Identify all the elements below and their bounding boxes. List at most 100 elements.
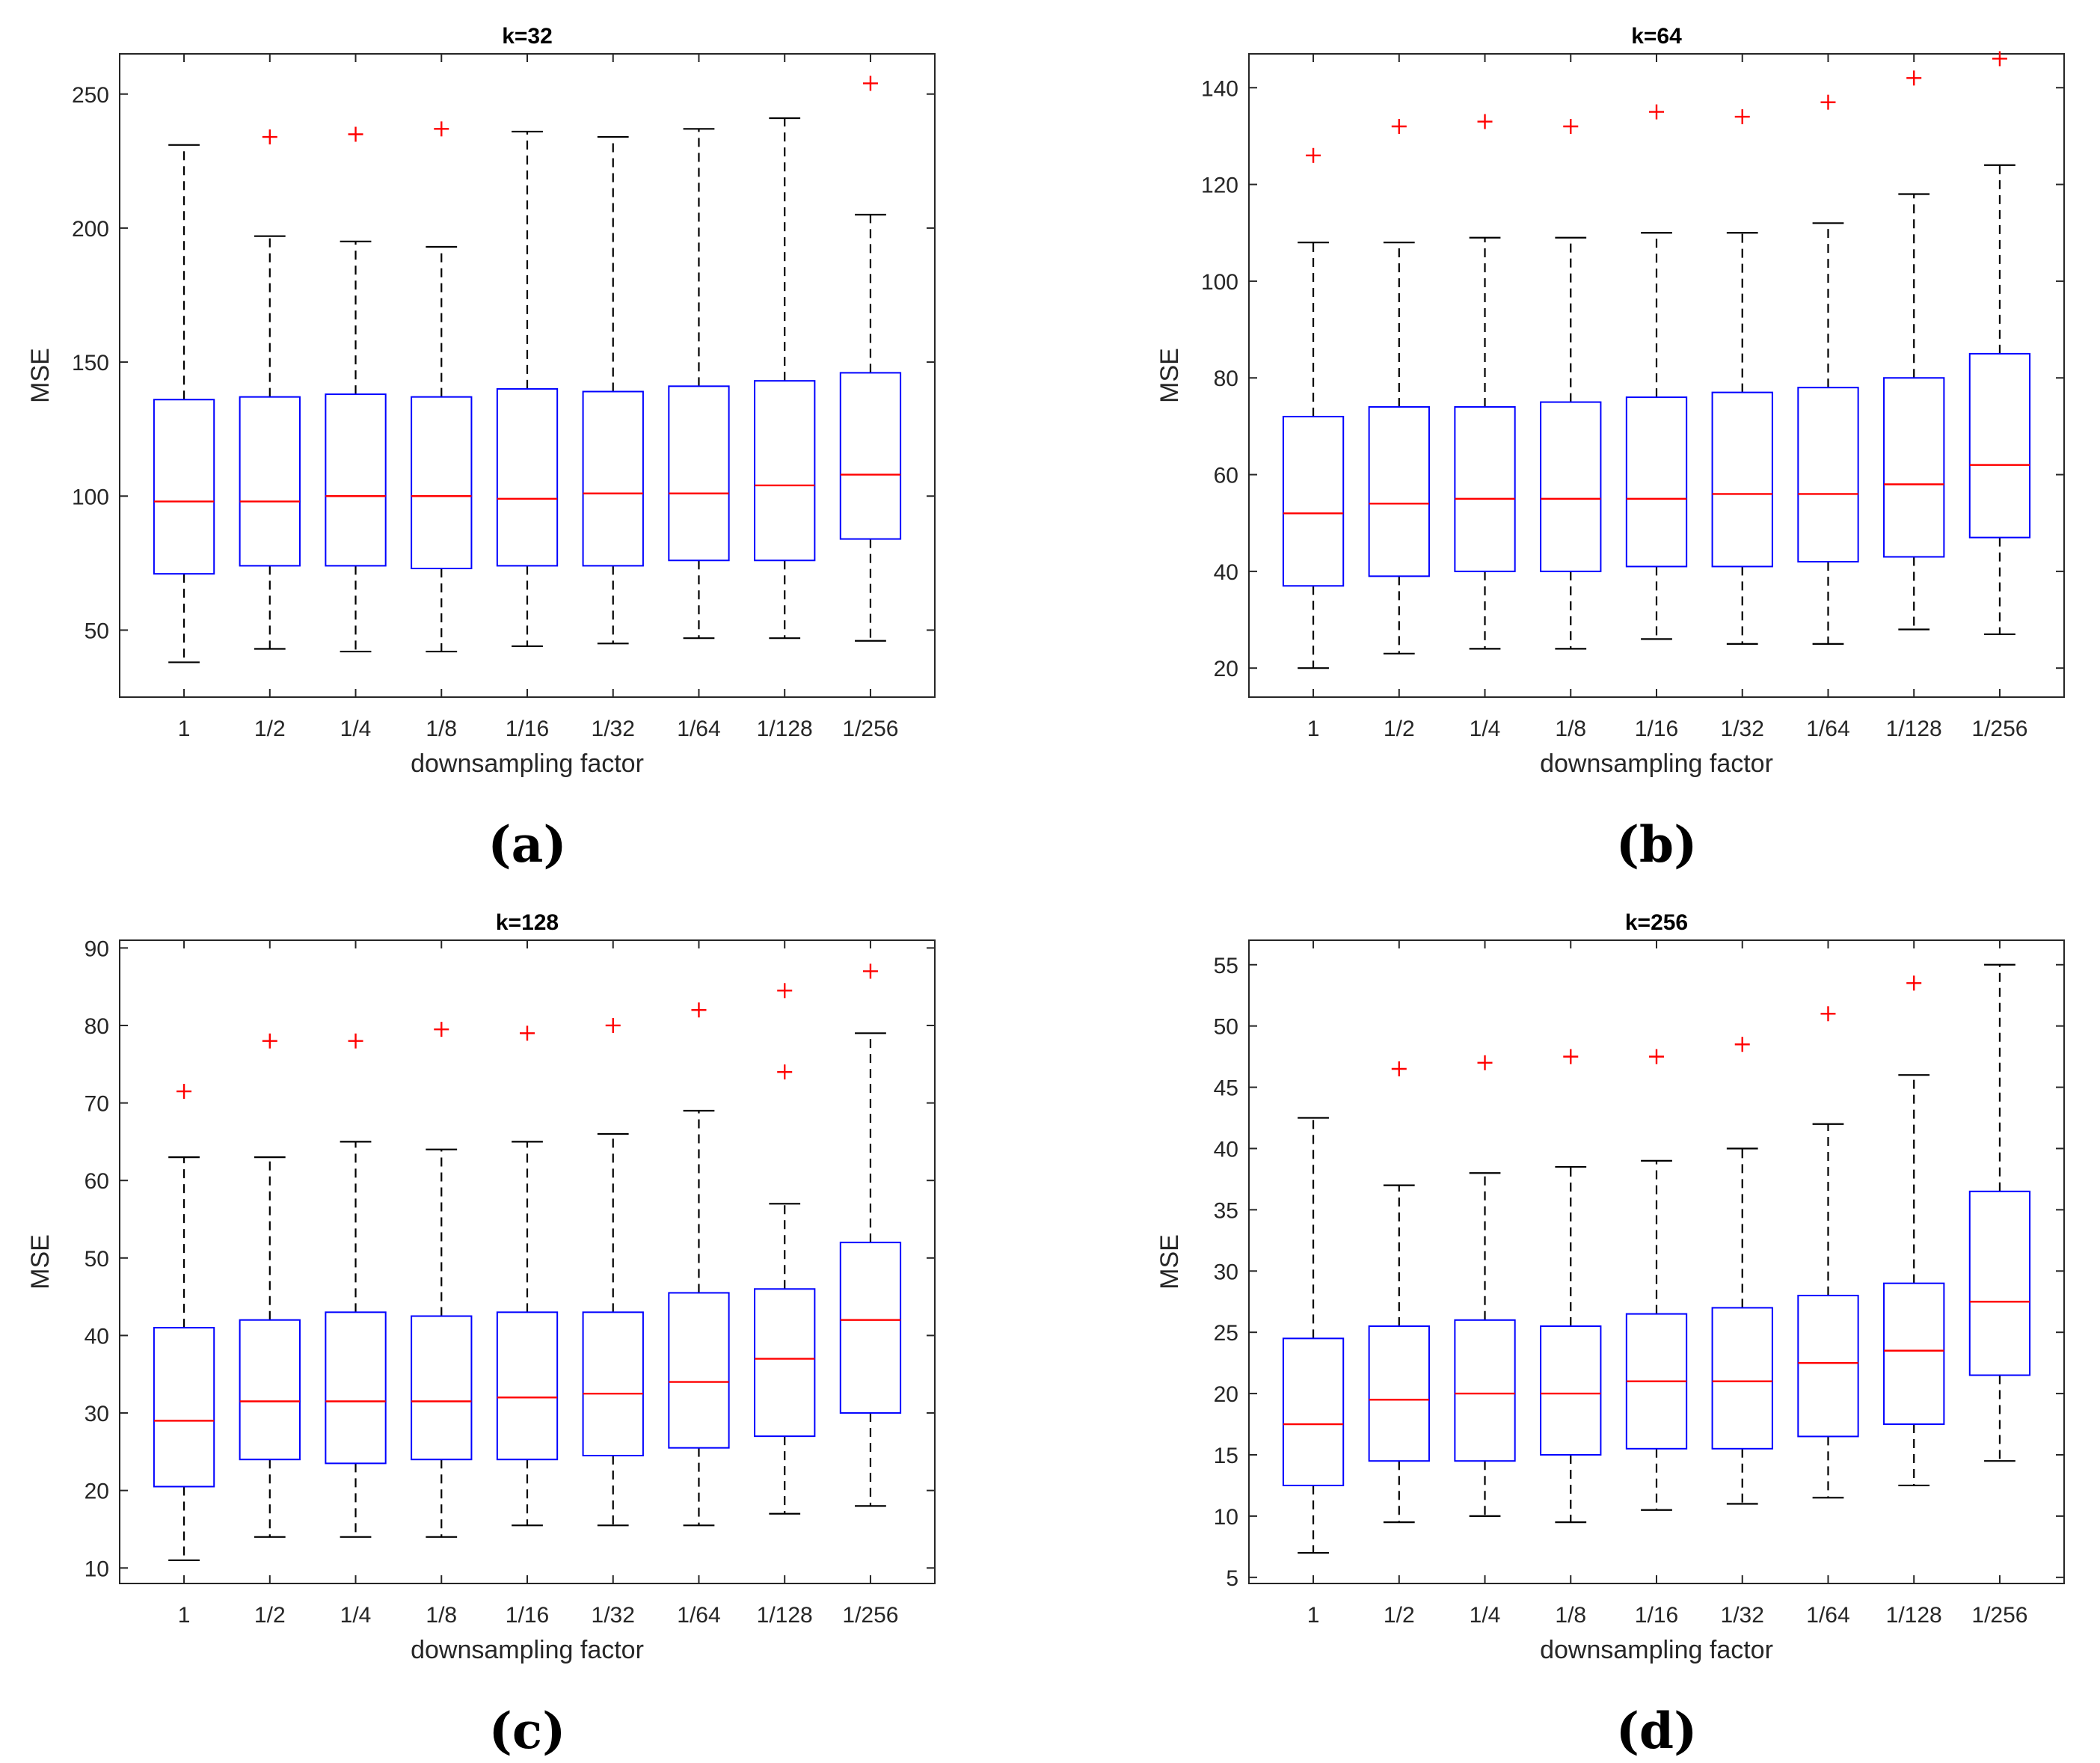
iqr-box: [1968, 352, 2031, 539]
panel-c-ytick-label: 60: [85, 1169, 109, 1194]
panel-a-title: k=32: [502, 24, 553, 49]
outlier-marker: [262, 129, 277, 145]
panel-b-ytick-label: 100: [1201, 270, 1238, 295]
panel-c-box-1: [153, 1084, 215, 1562]
panel-a-ytick-label: 50: [85, 619, 109, 643]
panel-d-box-8: [1883, 975, 1945, 1487]
panel-c-ytick-label: 90: [85, 936, 109, 961]
iqr-box: [1282, 415, 1345, 587]
iqr-box: [1797, 387, 1859, 562]
iqr-box: [1282, 1337, 1345, 1486]
outlier-marker: [262, 1033, 277, 1049]
panel-a-xtick-label: 1/128: [757, 717, 813, 741]
panel-d-xtick-label: 1/256: [1971, 1603, 2027, 1628]
outlier-marker: [1477, 114, 1493, 129]
panel-b-xtick-label: 1/16: [1635, 717, 1678, 741]
panel-c-ytick-label: 70: [85, 1092, 109, 1117]
panel-c-xtick-label: 1/32: [592, 1603, 635, 1628]
panel-c-xlabel: downsampling factor: [411, 1636, 644, 1664]
iqr-box: [839, 372, 902, 540]
panel-b-ylabel: MSE: [1155, 348, 1184, 403]
iqr-box: [153, 1327, 215, 1488]
panel-b-box-6: [1711, 109, 1773, 645]
panel-d-box-4: [1540, 1049, 1602, 1524]
outlier-marker: [862, 963, 878, 979]
iqr-box: [411, 396, 473, 570]
panel-c-box-3: [325, 1033, 387, 1538]
iqr-box: [1368, 1325, 1430, 1462]
panel-c-box-6: [582, 1017, 644, 1527]
outlier-marker: [777, 983, 793, 999]
outlier-marker: [348, 1033, 363, 1049]
panel-d-box-3: [1454, 1055, 1516, 1518]
panel-d-xtick-label: 1: [1307, 1603, 1320, 1628]
panel-a-box-6: [582, 135, 644, 645]
iqr-box: [1540, 401, 1602, 572]
panel-c-xtick-label: 1/8: [426, 1603, 457, 1628]
panel-b-ytick-label: 20: [1214, 657, 1238, 681]
panel-b: 20 40 60 80 100 120 140 1 1/2 1/4 1/8 1/16 1/32 1/64 1…: [1155, 24, 2065, 874]
panel-b-xtick-label: 1/64: [1806, 717, 1849, 741]
panel-b-box-9: [1968, 51, 2031, 636]
panel-c: 10 20 30 40 50 60 70 80 90 1 1/2 1/4 1/8 1/16 1/32 1/64…: [26, 910, 936, 1760]
panel-c-ytick-label: 10: [85, 1557, 109, 1581]
iqr-box: [1883, 1282, 1945, 1426]
panel-d-xtick-label: 1/32: [1721, 1603, 1764, 1628]
panel-d-xtick-label: 1/8: [1555, 1603, 1586, 1628]
panel-a-box-3: [325, 126, 387, 653]
panel-c-xtick-label: 1/128: [757, 1603, 813, 1628]
panel-c-ylabel: MSE: [26, 1234, 55, 1290]
panel-d: 5 10 15 20 25 30 35 40 45 50 55 1 1/2 1/4 1/8 1/16 1/32 1…: [1155, 910, 2065, 1760]
panel-d-ytick-label: 35: [1214, 1198, 1238, 1223]
iqr-box: [1883, 377, 1945, 558]
iqr-box: [1625, 396, 1688, 568]
panel-b-ytick-label: 60: [1214, 464, 1238, 488]
panel-d-ytick-label: 50: [1214, 1015, 1238, 1040]
panel-a-ytick-label: 100: [72, 485, 109, 509]
iqr-box: [839, 1242, 902, 1414]
panel-b-box-5: [1625, 104, 1688, 640]
outlier-marker: [1391, 118, 1407, 134]
outlier-marker: [1906, 70, 1922, 86]
panel-d-box-6: [1711, 1037, 1773, 1505]
iqr-box: [239, 1319, 301, 1461]
panel-d-title: k=256: [1625, 910, 1688, 935]
panel-c-xtick-label: 1/4: [340, 1603, 372, 1628]
panel-c-ytick-label: 20: [85, 1480, 109, 1504]
panel-b-ytick-label: 120: [1201, 174, 1238, 198]
outlier-marker: [434, 1022, 449, 1037]
panel-a-ylabel: MSE: [26, 348, 55, 403]
iqr-box: [496, 1311, 559, 1461]
panel-d-box-7: [1797, 1006, 1859, 1499]
panel-c-box-2: [239, 1033, 301, 1538]
panel-d-ytick-label: 15: [1214, 1444, 1238, 1468]
panel-a-ytick-label: 250: [72, 83, 109, 108]
panel-d-ytick-label: 45: [1214, 1076, 1238, 1101]
panel-b-xlabel: downsampling factor: [1540, 749, 1773, 778]
panel-d-ytick-label: 55: [1214, 954, 1238, 978]
outlier-marker: [1563, 118, 1579, 134]
panel-c-box-7: [668, 1002, 730, 1527]
panel-d-box-9: [1968, 963, 2031, 1462]
iqr-box: [754, 1288, 816, 1438]
panel-b-xtick-label: 1/32: [1721, 717, 1764, 741]
panel-a-ytick-label: 150: [72, 351, 109, 375]
panel-d-xtick-label: 1/16: [1635, 1603, 1678, 1628]
iqr-box: [325, 1311, 387, 1465]
panel-c-box-4: [411, 1022, 473, 1538]
panel-a-box-8: [754, 117, 816, 640]
panel-d-xtick-label: 1/4: [1470, 1603, 1501, 1628]
iqr-box: [668, 385, 730, 562]
panel-a-xlabel: downsampling factor: [411, 749, 644, 778]
panel-d-ylabel: MSE: [1155, 1234, 1184, 1290]
outlier-marker: [1477, 1055, 1493, 1070]
panel-b-box-2: [1368, 118, 1430, 654]
panel-d-ytick-label: 40: [1214, 1137, 1238, 1162]
panel-c-xtick-label: 1/256: [842, 1603, 898, 1628]
iqr-box: [754, 380, 816, 562]
iqr-box: [582, 390, 644, 567]
panel-c-xtick-label: 1/16: [506, 1603, 549, 1628]
panel-d-label: (d): [1616, 1702, 1698, 1760]
iqr-box: [1968, 1190, 2031, 1376]
